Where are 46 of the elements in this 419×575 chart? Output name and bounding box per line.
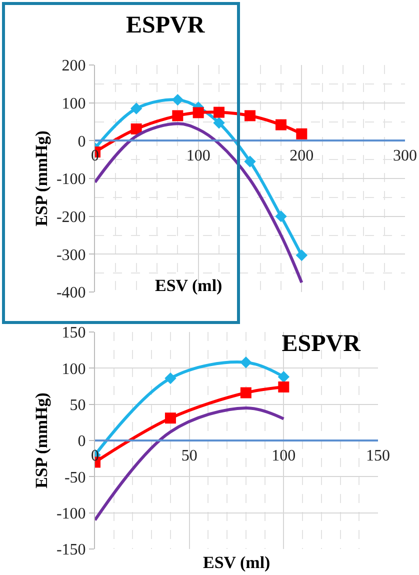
- x-tick-label: 150: [366, 447, 390, 464]
- chart-title: ESPVR: [126, 12, 206, 38]
- y-tick-label: -150: [56, 542, 86, 559]
- x-tick-label: 200: [290, 148, 314, 165]
- y-tick-label: 200: [62, 58, 86, 75]
- point: [276, 119, 286, 130]
- point: [278, 381, 290, 392]
- point: [296, 249, 308, 262]
- point: [172, 94, 184, 106]
- point: [244, 156, 256, 168]
- y-tick-label: 100: [62, 360, 86, 378]
- y-tick-label: -100: [56, 505, 86, 522]
- x-axis-title: ESV (ml): [155, 276, 222, 295]
- point: [172, 110, 184, 122]
- point: [164, 372, 176, 384]
- point: [130, 102, 142, 114]
- point: [278, 371, 290, 383]
- y-tick-label: -300: [56, 246, 86, 264]
- y-tick-label: -50: [64, 469, 86, 486]
- x-tick-label: 0: [91, 447, 99, 464]
- y-axis-title: ESP (mmHg): [32, 130, 52, 226]
- x-tick-label: 100: [186, 148, 210, 165]
- point: [240, 387, 252, 398]
- y-tick-label: -100: [56, 171, 86, 188]
- point: [130, 123, 142, 134]
- point: [213, 117, 225, 129]
- y-tick-label: -400: [56, 284, 86, 302]
- point: [214, 106, 224, 118]
- y-tick-label: 150: [62, 324, 86, 342]
- y-tick-label: 0: [78, 133, 86, 150]
- point: [296, 128, 308, 140]
- y-tick-label: 50: [70, 396, 86, 414]
- point: [275, 210, 287, 222]
- x-tick-label: 0: [91, 148, 99, 165]
- x-axis-title: ESV (ml): [203, 553, 270, 572]
- y-axis-title: ESP (mmHg): [32, 392, 52, 488]
- x-tick-label: 300: [393, 148, 417, 165]
- y-tick-label: 0: [78, 433, 86, 450]
- x-tick-label: 50: [181, 447, 198, 464]
- x-tick-label: 100: [272, 447, 296, 464]
- y-tick-label: -200: [56, 208, 86, 226]
- point: [192, 107, 204, 118]
- point: [240, 356, 252, 368]
- point: [244, 110, 256, 122]
- y-tick-label: 100: [62, 95, 86, 112]
- chart-title: ESPVR: [282, 330, 362, 357]
